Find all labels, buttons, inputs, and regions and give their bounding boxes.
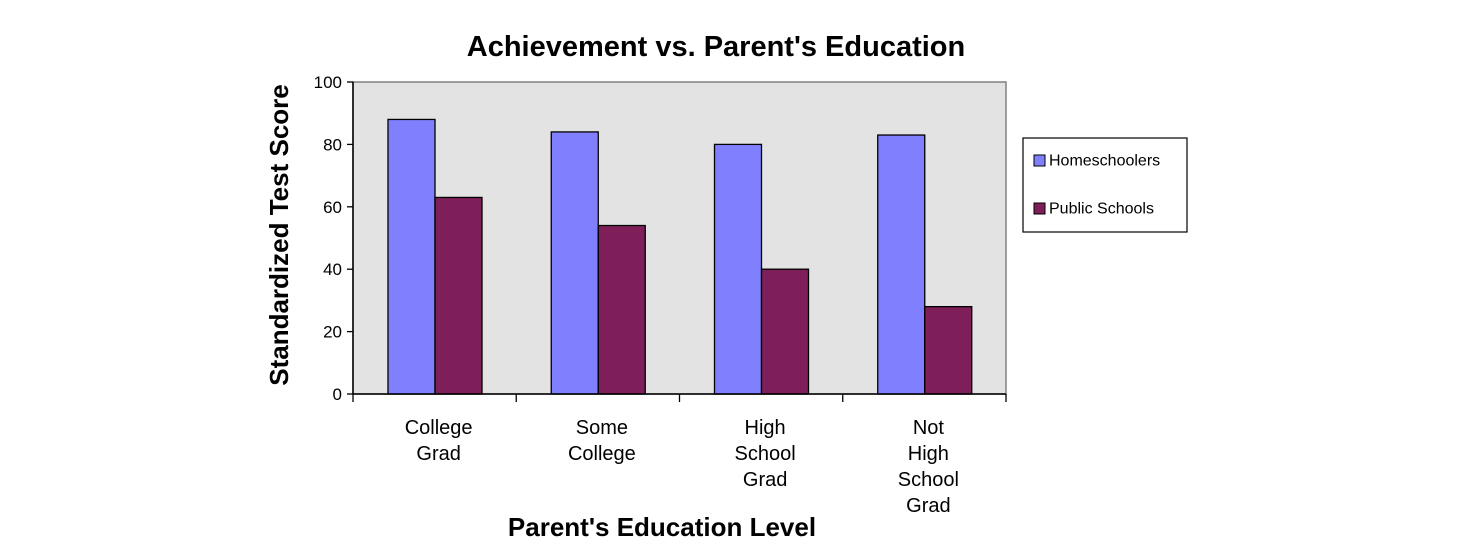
- y-tick-label: 60: [323, 198, 342, 217]
- bar-homeschoolers-3: [877, 134, 926, 395]
- x-category-label: High School Grad: [735, 417, 796, 491]
- legend-swatch: [1033, 202, 1046, 215]
- bars-layer: [387, 118, 973, 395]
- bar-public-schools-1: [597, 224, 646, 395]
- bar-public-schools-0: [434, 196, 483, 395]
- bar-public-schools-2: [760, 268, 810, 395]
- y-tick-label: 100: [314, 73, 342, 92]
- legend: Homeschoolers Public Schools: [1022, 137, 1188, 233]
- y-axis-title: Standardized Test Score: [264, 84, 294, 386]
- bar-homeschoolers-2: [713, 143, 763, 395]
- x-axis-category-labels: College Grad Some College High School Grad Not H…: [405, 417, 959, 517]
- legend-swatch: [1033, 154, 1046, 167]
- legend-box: [1022, 137, 1188, 233]
- x-category-label: Not High School Grad: [898, 417, 959, 517]
- legend-label: Homeschoolers: [1049, 153, 1160, 170]
- legend-label: Public Schools: [1049, 201, 1154, 218]
- x-axis-title: Parent's Education Level: [508, 512, 816, 542]
- y-axis-ticks: 0 20 40 60 80 100: [314, 73, 353, 404]
- y-tick-label: 40: [323, 260, 342, 279]
- legend-items: Homeschoolers Public Schools: [1033, 153, 1160, 218]
- chart-title: Achievement vs. Parent's Education: [467, 31, 965, 63]
- y-tick-label: 0: [333, 385, 342, 404]
- x-category-label: Some College: [568, 417, 636, 465]
- x-axis-ticks: [352, 394, 1007, 402]
- bar-public-schools-3: [924, 305, 973, 395]
- y-tick-label: 20: [323, 323, 342, 342]
- y-tick-label: 80: [323, 135, 342, 154]
- x-category-label: College Grad: [405, 417, 473, 465]
- bar-homeschoolers-0: [387, 118, 436, 395]
- bar-homeschoolers-1: [550, 131, 599, 395]
